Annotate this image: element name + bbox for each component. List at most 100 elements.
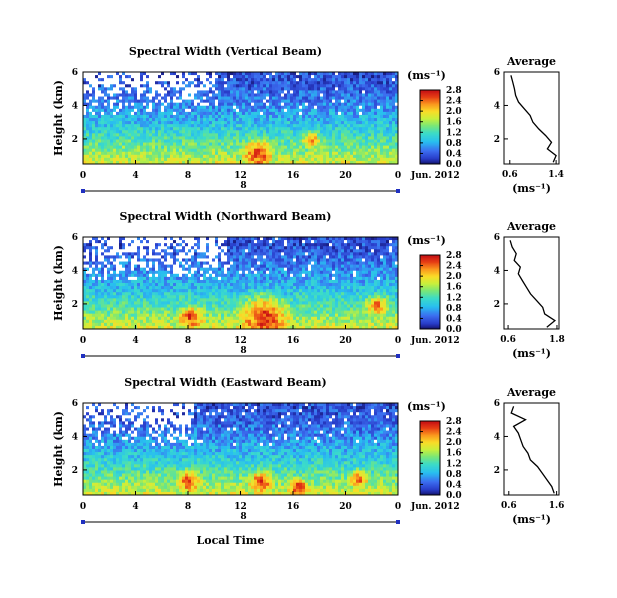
heatmap-cell — [188, 261, 192, 265]
heatmap-cell — [212, 75, 216, 79]
heatmap-cell — [89, 72, 93, 76]
heatmap-cell — [239, 246, 243, 250]
heatmap-cell — [164, 157, 168, 162]
heatmap-cell — [236, 289, 240, 293]
heatmap-cell — [233, 124, 237, 128]
heatmap-cell — [191, 313, 195, 318]
heatmap-cell — [254, 252, 258, 256]
heatmap-cell — [281, 157, 285, 162]
heatmap-cell — [356, 124, 360, 128]
heatmap-cell — [101, 81, 105, 85]
heatmap-cell — [158, 72, 162, 76]
heatmap-cell — [239, 148, 243, 153]
heatmap-cell — [299, 148, 303, 153]
heatmap-cell — [104, 90, 108, 94]
heatmap-cell — [188, 160, 192, 165]
heatmap-cell — [245, 72, 249, 76]
heatmap-cell — [386, 90, 390, 94]
heatmap-cell — [353, 72, 357, 76]
heatmap-cell — [92, 258, 96, 262]
heatmap-cell — [191, 264, 195, 269]
heatmap-cell — [218, 136, 222, 140]
heatmap-cell — [206, 114, 210, 119]
heatmap-cell — [149, 270, 153, 275]
heatmap-cell — [194, 154, 198, 159]
heatmap-cell — [224, 283, 228, 287]
heatmap-cell — [356, 160, 360, 165]
heatmap-cell — [254, 87, 258, 91]
heatmap-cell — [197, 108, 201, 113]
heatmap-cell — [236, 243, 240, 247]
heatmap-cell — [194, 264, 198, 269]
heatmap-cell — [92, 157, 96, 162]
heatmap-cell — [362, 96, 366, 100]
heatmap-cell — [251, 114, 255, 119]
heatmap-cell — [194, 325, 198, 330]
heatmap-cell — [221, 84, 225, 88]
heatmap-cell — [107, 102, 111, 107]
heatmap-cell — [125, 249, 129, 253]
heatmap-cell — [395, 81, 399, 85]
heatmap-cell — [149, 87, 153, 91]
heatmap-cell — [152, 286, 156, 290]
heatmap-cell — [269, 151, 273, 156]
heatmap-cell — [197, 240, 201, 244]
heatmap-cell — [338, 130, 342, 134]
heatmap-cell — [101, 237, 105, 241]
heatmap-cell — [140, 102, 144, 107]
heatmap-cell — [386, 111, 390, 116]
heatmap-cell — [119, 133, 123, 137]
heatmap-cell — [221, 145, 225, 150]
heatmap-cell — [218, 148, 222, 153]
heatmap-cell — [191, 93, 195, 97]
heatmap-cell — [227, 246, 231, 250]
heatmap-cell — [128, 84, 132, 88]
heatmap-cell — [101, 142, 105, 146]
heatmap-cell — [116, 316, 120, 321]
heatmap-cell — [224, 111, 228, 116]
heatmap-cell — [179, 93, 183, 97]
heatmap-cell — [239, 108, 243, 113]
heatmap-cell — [89, 249, 93, 253]
heatmap-cell — [134, 295, 138, 299]
heatmap-cell — [152, 243, 156, 247]
heatmap-cell — [251, 243, 255, 247]
heatmap-cell — [137, 240, 141, 244]
heatmap-cell — [395, 160, 399, 165]
heatmap-cell — [380, 81, 384, 85]
heatmap-cell — [347, 114, 351, 119]
heatmap-cell — [140, 121, 144, 125]
heatmap-cell — [335, 127, 339, 131]
heatmap-cell — [269, 121, 273, 125]
heatmap-cell — [113, 121, 117, 125]
heatmap-cell — [92, 72, 96, 76]
heatmap-cell — [149, 319, 153, 324]
heatmap-cell — [155, 84, 159, 88]
heatmap-cell — [239, 319, 243, 324]
heatmap-cell — [359, 157, 363, 162]
heatmap-cell — [191, 84, 195, 88]
heatmap-cell — [140, 316, 144, 321]
heatmap-cell — [230, 130, 234, 134]
heatmap-cell — [356, 102, 360, 107]
heatmap-cell — [200, 313, 204, 318]
heatmap-cell — [131, 301, 135, 305]
heatmap-cell — [149, 289, 153, 293]
heatmap-cell — [167, 261, 171, 265]
heatmap-cell — [179, 249, 183, 253]
heatmap-cell — [89, 87, 93, 91]
heatmap-cell — [290, 81, 294, 85]
heatmap-cell — [200, 298, 204, 302]
heatmap-cell — [218, 99, 222, 104]
heatmap-cell — [251, 292, 255, 296]
heatmap-cell — [98, 93, 102, 97]
heatmap-cell — [296, 114, 300, 119]
heatmap-cell — [104, 258, 108, 262]
heatmap-cell — [287, 93, 291, 97]
heatmap-cell — [155, 255, 159, 259]
heatmap-cell — [242, 246, 246, 250]
heatmap-cell — [347, 87, 351, 91]
heatmap-cell — [152, 249, 156, 253]
heatmap-cell — [224, 246, 228, 250]
heatmap-cell — [203, 301, 207, 305]
